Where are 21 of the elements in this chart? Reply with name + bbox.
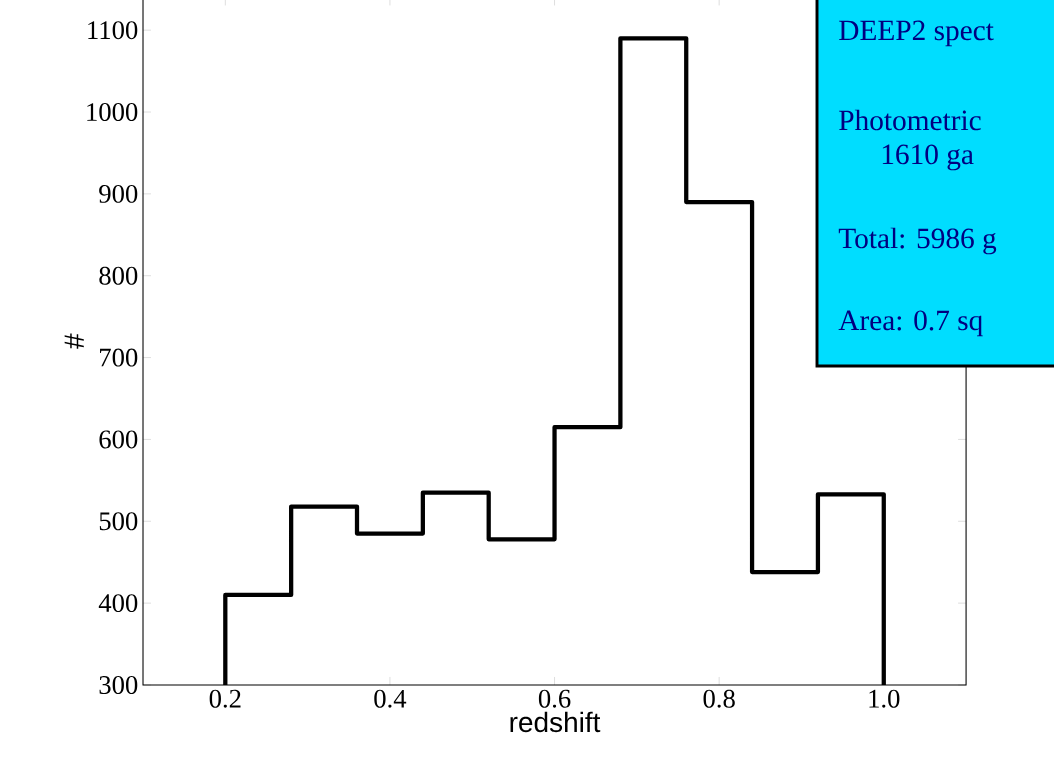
annotation: Area: 0.7 sq	[838, 310, 983, 337]
x-tick-label: 0.6	[538, 689, 571, 708]
annotation: DEEP2 spect	[839, 20, 994, 47]
x-tick-label: 0.2	[209, 689, 241, 708]
y-tick-label: 1100	[88, 21, 138, 40]
x-tick-label: 0.8	[703, 689, 735, 708]
x-tick-label: 0.4	[374, 689, 407, 708]
x-axis-title: redshift	[510, 711, 601, 733]
x-tick-label: 1.0	[869, 689, 900, 708]
y-tick-label: 800	[99, 266, 138, 285]
y-tick-label: 500	[99, 512, 138, 531]
annotation: 1610 ga	[882, 144, 974, 171]
annotation: Total: 5986 g	[838, 227, 997, 255]
y-tick-label: 400	[98, 594, 138, 613]
annotation: Photometric	[839, 109, 981, 131]
y-tick-label: 1000	[87, 103, 138, 122]
y-tick-label: 600	[99, 430, 138, 449]
y-axis-title: #	[64, 333, 84, 349]
y-tick-label: 300	[99, 675, 138, 694]
y-tick-label: 900	[99, 184, 138, 203]
y-tick-label: 700	[100, 348, 138, 367]
